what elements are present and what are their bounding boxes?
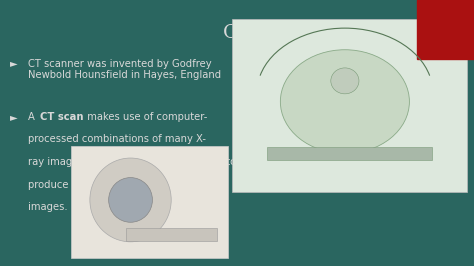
Text: CT scan: CT scan [40, 112, 84, 122]
Bar [267, 147, 432, 160]
Text: ►: ► [9, 59, 17, 69]
Text: processed combinations of many X-: processed combinations of many X- [28, 134, 207, 144]
Text: images.: images. [28, 202, 68, 212]
Ellipse shape [280, 50, 410, 153]
Text: makes use of computer-: makes use of computer- [81, 112, 207, 122]
Text: ray images taken from different angles to: ray images taken from different angles t… [28, 157, 237, 167]
Bar [71, 146, 228, 258]
Text: A: A [28, 112, 38, 122]
Bar [417, 0, 474, 59]
Bar [232, 19, 467, 192]
Ellipse shape [109, 178, 153, 222]
Ellipse shape [331, 68, 359, 94]
Bar [126, 228, 217, 241]
Ellipse shape [90, 158, 171, 242]
Text: ►: ► [9, 112, 17, 122]
Text: produce cross-sectional (tomographic): produce cross-sectional (tomographic) [28, 180, 220, 190]
Text: CT: CT [223, 24, 251, 42]
Text: CT scanner was invented by Godfrey
Newbold Hounsfield in Hayes, England: CT scanner was invented by Godfrey Newbo… [28, 59, 221, 80]
